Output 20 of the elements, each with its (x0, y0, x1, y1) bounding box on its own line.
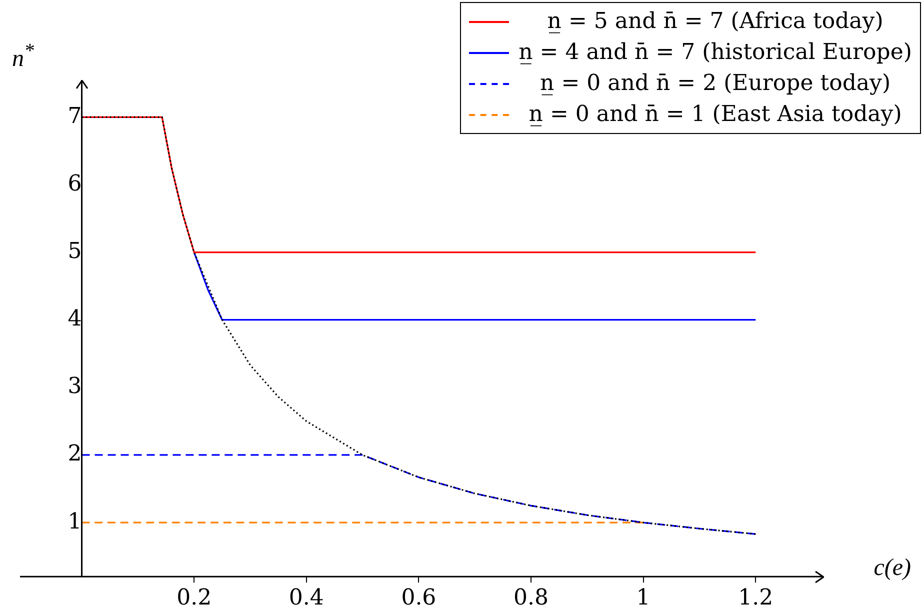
y-tick-label: 4 (68, 306, 82, 332)
y-tick-label: 1 (68, 509, 82, 534)
x-tick-label: 0.4 (288, 586, 324, 611)
y-tick-label: 6 (68, 171, 82, 196)
x-tick-label: 0.2 (176, 586, 212, 611)
y-tick-label: 7 (68, 104, 82, 129)
y-tick-label: 3 (68, 374, 82, 400)
x-axis-title: c(e) (874, 555, 911, 582)
legend-label: n̲ = 5 and n̄ = 7 (Africa today) (546, 8, 884, 36)
x-tick-label: 1 (636, 586, 650, 611)
y-tick-label: 2 (68, 442, 82, 467)
legend-label: n̲ = 0 and n̄ = 2 (Europe today) (539, 70, 892, 98)
y-tick-label: 5 (68, 239, 82, 264)
y-axis-title: n$^{*}$ (12, 40, 34, 73)
line-series (80, 454, 756, 535)
x-tick-label: 0.6 (401, 586, 436, 611)
legend-label: n̲ = 0 and n̄ = 1 (East Asia today) (528, 101, 903, 129)
x-tick-label: 1.2 (738, 586, 774, 611)
legend-label: n̲ = 4 and n̄ = 7 (historical Europe) (518, 39, 912, 67)
x-tick-label: 0.8 (514, 586, 548, 611)
